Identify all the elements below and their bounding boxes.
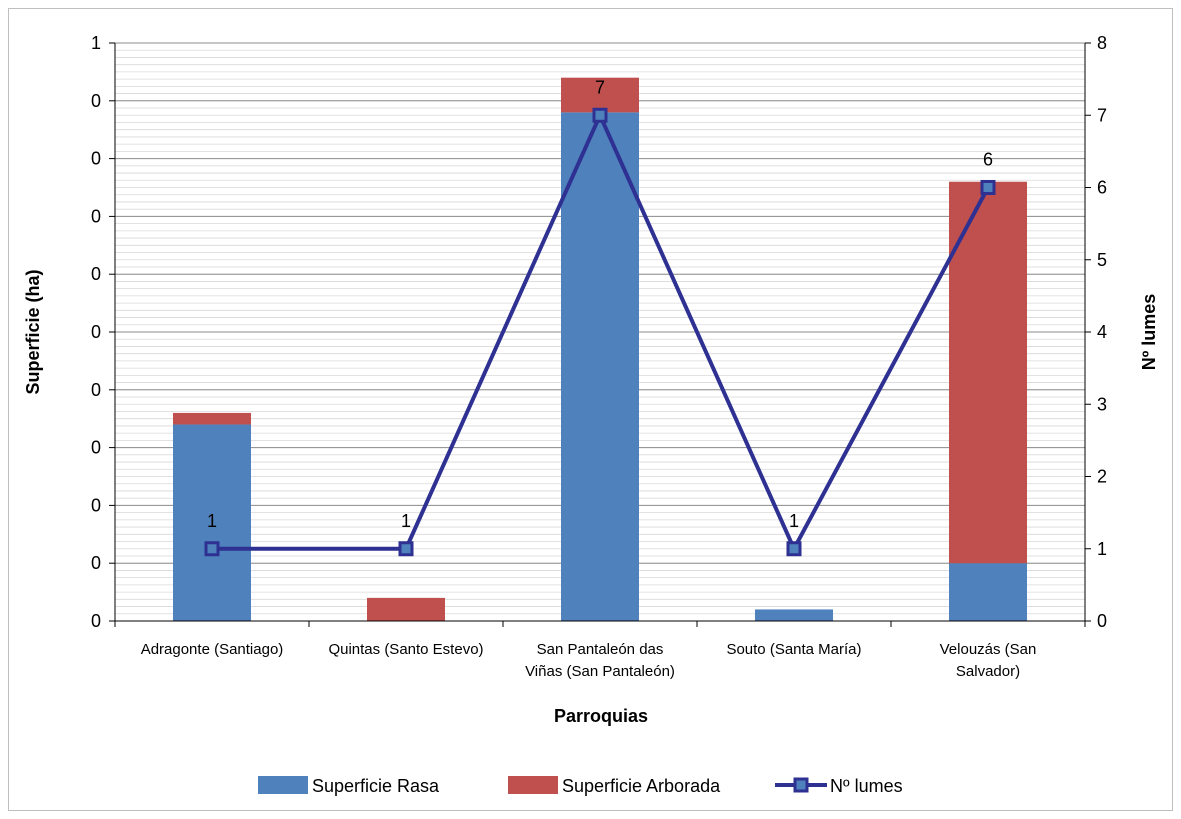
bar-superficie-rasa — [949, 563, 1027, 621]
line-marker — [592, 107, 608, 123]
data-label: 1 — [401, 511, 411, 531]
y2-tick-label: 2 — [1097, 467, 1107, 487]
bar-superficie-arborada — [173, 412, 251, 425]
legend: Superficie Rasa Superficie Arborada Nº lum… — [258, 776, 903, 796]
x-tick-label: Souto (Santa María) — [726, 641, 861, 658]
legend-swatch — [508, 776, 558, 794]
bar-superficie-arborada — [367, 597, 445, 621]
data-label: 1 — [789, 511, 799, 531]
data-label: 1 — [207, 511, 217, 531]
bar-superficie-rasa — [173, 424, 251, 621]
line-marker — [786, 541, 802, 557]
line-series: 1 1 7 1 6 — [204, 77, 996, 557]
x-axis-title: Parroquias — [554, 706, 648, 726]
line-marker — [980, 180, 996, 195]
bar-superficie-arborada — [949, 181, 1027, 564]
y-tick-label: 0 — [91, 206, 101, 226]
line-marker — [204, 541, 220, 557]
x-tick-label: San Pantaleón das — [537, 641, 664, 658]
y2-tick-label: 6 — [1097, 178, 1107, 198]
data-label: 7 — [595, 77, 605, 97]
y-tick-label: 0 — [91, 91, 101, 111]
bar-superficie-arborada — [561, 77, 639, 113]
y-tick-label: 0 — [91, 495, 101, 515]
legend-label: Superficie Rasa — [312, 776, 440, 796]
y2-tick-label: 1 — [1097, 539, 1107, 559]
y2-axis-title: Nº lumes — [1139, 294, 1159, 371]
y2-tick-label: 3 — [1097, 394, 1107, 414]
y2-tick-label: 5 — [1097, 250, 1107, 270]
bar-superficie-rasa — [561, 112, 639, 622]
legend-label: Superficie Arborada — [562, 776, 721, 796]
x-tick-label: Viñas (San Pantaleón) — [525, 663, 675, 680]
data-label: 6 — [983, 150, 993, 170]
y2-tick-label: 7 — [1097, 105, 1107, 125]
y2-tick-label: 0 — [1097, 611, 1107, 631]
y-tick-label: 0 — [91, 264, 101, 284]
y-tick-label: 0 — [91, 438, 101, 458]
y-tick-label: 0 — [91, 553, 101, 573]
y-tick-label: 1 — [91, 33, 101, 53]
line-marker — [398, 541, 414, 557]
legend-swatch — [258, 776, 308, 794]
x-tick-label: Salvador) — [956, 663, 1020, 680]
x-tick-label: Quintas (Santo Estevo) — [328, 641, 483, 658]
bars — [173, 77, 1027, 622]
y-axis-title: Superficie (ha) — [23, 269, 43, 394]
tick-labels: 0 0 0 0 0 0 0 0 0 0 1 0 1 2 3 4 5 6 7 8 Adragonte (Santiago)… — [91, 33, 1107, 680]
y-tick-label: 0 — [91, 322, 101, 342]
y2-tick-label: 4 — [1097, 322, 1107, 342]
legend-swatch-marker — [793, 777, 809, 793]
x-tick-label: Adragonte (Santiago) — [141, 641, 284, 658]
legend-label: Nº lumes — [830, 776, 903, 796]
axes — [109, 42, 1091, 627]
y-tick-label: 0 — [91, 149, 101, 169]
y-tick-label: 0 — [91, 611, 101, 631]
x-tick-label: Velouzás (San — [940, 641, 1037, 658]
bar-superficie-rasa — [755, 609, 833, 621]
y-tick-label: 0 — [91, 380, 101, 400]
y2-tick-label: 8 — [1097, 33, 1107, 53]
